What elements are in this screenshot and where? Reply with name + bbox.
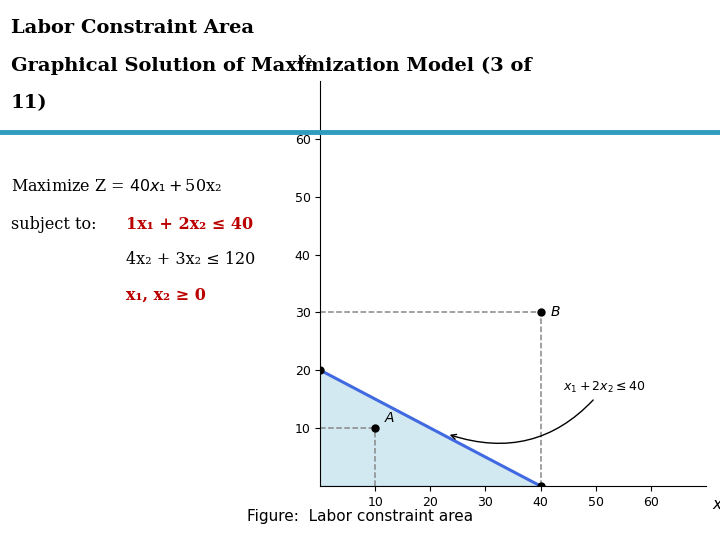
Polygon shape <box>320 370 541 486</box>
Text: 1x₁ + 2x₂ ≤ 40: 1x₁ + 2x₂ ≤ 40 <box>126 216 253 233</box>
Text: Labor Constraint Area: Labor Constraint Area <box>11 19 254 37</box>
Text: subject to:: subject to: <box>11 216 96 233</box>
Text: Maximize Z = $40x₁ + $50x₂: Maximize Z = $40x₁ + $50x₂ <box>11 178 222 195</box>
Text: Figure:  Labor constraint area: Figure: Labor constraint area <box>247 509 473 524</box>
Text: $A$: $A$ <box>384 411 395 426</box>
Text: $B$: $B$ <box>550 306 561 320</box>
Y-axis label: $x_2$: $x_2$ <box>297 53 313 69</box>
X-axis label: $x_1$: $x_1$ <box>713 498 720 514</box>
Text: $x_1 + 2x_2 \leq 40$: $x_1 + 2x_2 \leq 40$ <box>451 380 645 443</box>
Text: x₁, x₂ ≥ 0: x₁, x₂ ≥ 0 <box>126 286 206 303</box>
Text: 11): 11) <box>11 94 48 112</box>
Text: Graphical Solution of Maximization Model (3 of: Graphical Solution of Maximization Model… <box>11 57 531 75</box>
Text: 4x₂ + 3x₂ ≤ 120: 4x₂ + 3x₂ ≤ 120 <box>126 251 256 268</box>
